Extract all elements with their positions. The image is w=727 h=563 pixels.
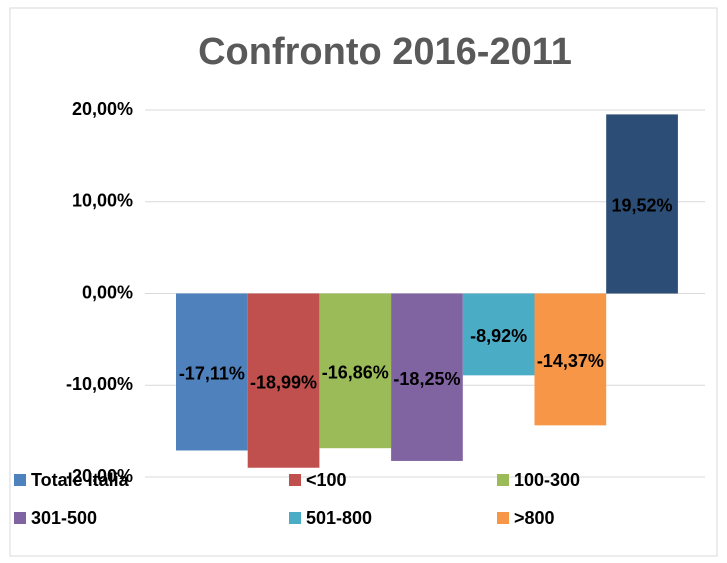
data-label: -17,11%: [179, 364, 245, 384]
legend-label: Totale Italia: [31, 470, 130, 490]
bar: [176, 293, 248, 451]
chart-frame: [9, 7, 718, 557]
legend-label: >800: [514, 508, 555, 528]
data-label: -18,99%: [250, 372, 317, 392]
legend-label: <100: [306, 470, 347, 490]
data-label: -8,92%: [470, 326, 527, 346]
legend-swatch: [14, 512, 26, 524]
legend-label: 301-500: [31, 508, 97, 528]
data-label: -16,86%: [322, 363, 389, 383]
legend-swatch: [14, 474, 26, 486]
bar: [462, 293, 535, 376]
bar: [391, 293, 463, 461]
y-tick-label: 20,00%: [72, 99, 133, 119]
y-tick-label: -10,00%: [66, 374, 133, 394]
legend-label: 501-800: [306, 508, 372, 528]
legend-label: 100-300: [514, 470, 580, 490]
legend-swatch: [289, 474, 301, 486]
legend-swatch: [497, 474, 509, 486]
bar: [606, 114, 678, 294]
legend-swatch: [289, 512, 301, 524]
y-tick-label: -20,00%: [66, 466, 133, 486]
data-label: 19,52%: [612, 196, 673, 216]
bar: [319, 293, 392, 449]
y-tick-label: 0,00%: [82, 282, 133, 302]
bar: [534, 293, 607, 426]
data-label: -14,37%: [537, 351, 604, 371]
chart-title: Confronto 2016-2011: [198, 31, 572, 73]
legend-swatch: [497, 512, 509, 524]
bar: [247, 293, 320, 468]
y-tick-label: 10,00%: [72, 191, 133, 211]
data-label: -18,25%: [393, 369, 460, 389]
